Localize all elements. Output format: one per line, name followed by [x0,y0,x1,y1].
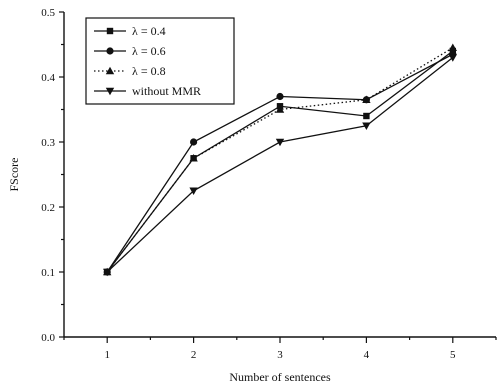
legend-label: without MMR [132,84,201,98]
ticks: 0.0 0.1 0.2 0.3 0.4 0.5 1 2 3 4 5 [41,7,497,361]
x-tick-label: 4 [364,349,370,361]
x-tick-label: 3 [277,349,283,361]
marker-square [106,27,114,35]
marker-triangle-up [448,43,457,51]
y-tick-label: 0.5 [41,7,55,19]
marker-triangle-down [362,122,371,130]
marker-circle [106,47,114,55]
marker-triangle-up [105,66,115,75]
marker-triangle-up [275,105,285,113]
x-tick-label: 1 [104,349,110,361]
marker-triangle-up [189,154,198,162]
series-layer [103,43,457,277]
x-tick-label: 5 [450,349,456,361]
marker-triangle-down [448,54,457,62]
y-axis-title: FScore [7,158,21,192]
legend-entry: without MMR [94,84,201,98]
y-tick-label: 0.3 [41,137,55,149]
y-tick-label: 0.1 [41,267,55,279]
marker-triangle-down [275,138,285,147]
marker-circle [276,92,284,101]
legend-label: λ = 0.6 [132,44,166,58]
legend-label: λ = 0.4 [132,24,166,38]
legend-entry: λ = 0.4 [94,24,166,38]
y-tick-label: 0.0 [41,332,55,344]
series-4 [103,54,457,277]
x-tick-label: 2 [191,349,197,361]
legend-entry: λ = 0.8 [94,64,166,78]
marker-triangle-down [189,187,198,195]
legend-entry: λ = 0.6 [94,44,166,58]
y-tick-label: 0.2 [41,202,55,214]
y-tick-label: 0.4 [41,72,55,84]
marker-triangle-down [105,87,115,96]
legend-label: λ = 0.8 [132,64,166,78]
marker-square [363,112,370,120]
marker-triangle-up [362,95,371,103]
marker-triangle-down [103,268,112,277]
legend: λ = 0.4 λ = 0.6 λ = 0.8 without MMR [85,17,235,105]
x-axis-title: Number of sentences [229,370,331,384]
marker-circle [190,138,198,146]
